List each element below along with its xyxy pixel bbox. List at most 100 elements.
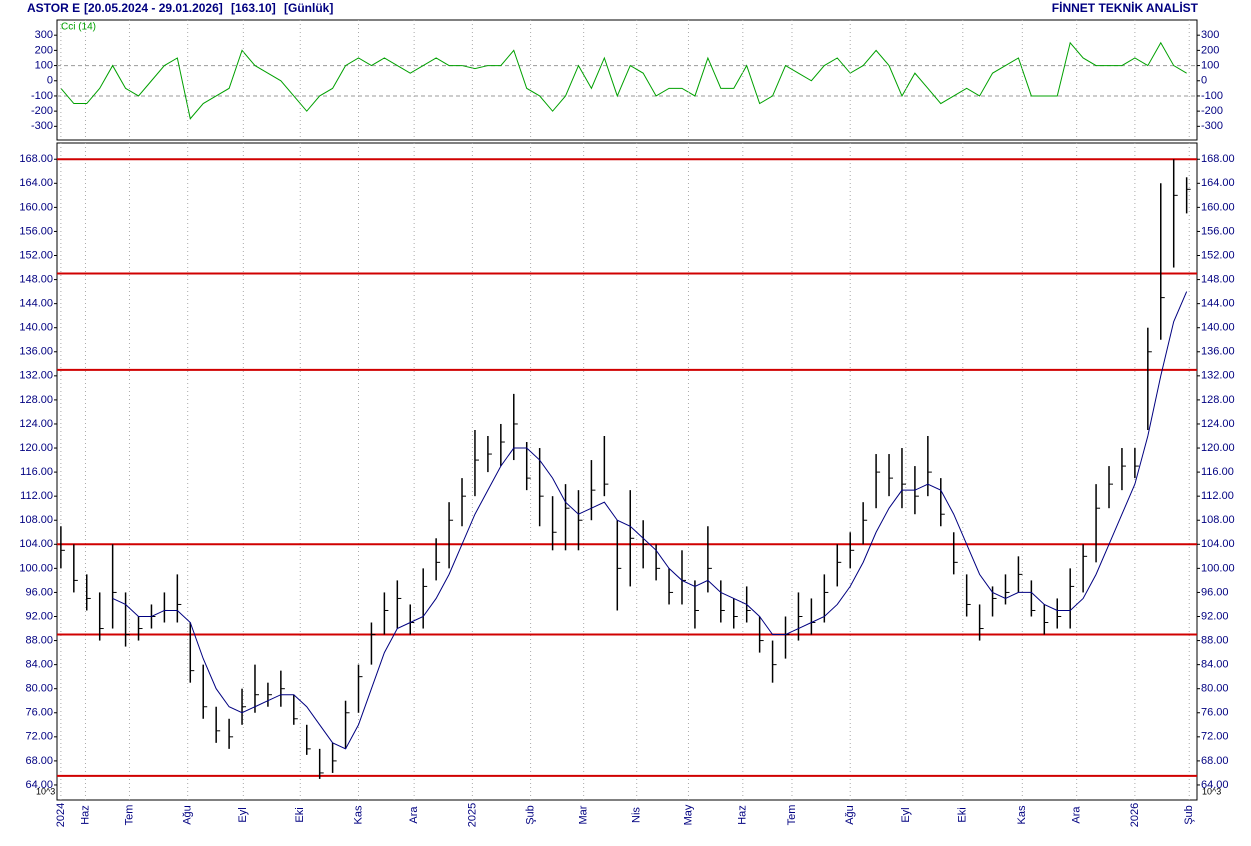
y-tick-label: 64.00 (25, 779, 53, 791)
y-tick-label: 124.00 (1201, 418, 1235, 430)
y-tick-label: 100.00 (1201, 562, 1235, 574)
price-panel (56, 142, 1198, 801)
x-tick-label: 2025 (466, 803, 478, 827)
x-tick-label: Eki (294, 807, 306, 822)
y-tick-label: 120.00 (19, 442, 53, 454)
y-tick-label: 92.00 (25, 610, 53, 622)
y-tick-label: 300 (1201, 29, 1219, 41)
y-tick-label: 132.00 (1201, 370, 1235, 382)
y-tick-label: -300 (1201, 120, 1223, 132)
y-tick-label: 168.00 (19, 153, 53, 165)
y-tick-label: 300 (35, 29, 53, 41)
y-tick-label: 156.00 (1201, 225, 1235, 237)
y-tick-label: 84.00 (25, 659, 53, 671)
source: FİNNET TEKNİK ANALİST (1052, 0, 1199, 15)
y-tick-label: 104.00 (1201, 538, 1235, 550)
y-tick-label: 88.00 (1201, 634, 1229, 646)
x-tick-label: May (682, 804, 694, 825)
y-tick-label: 112.00 (1201, 490, 1234, 502)
y-tick-label: 96.00 (1201, 586, 1229, 598)
cci-line (60, 41, 1187, 120)
y-tick-label: 148.00 (19, 273, 53, 285)
x-tick-label: Ağu (182, 805, 194, 825)
y-tick-label: 108.00 (1201, 514, 1235, 526)
y-tick-label: 160.00 (1201, 201, 1235, 213)
y-tick-label: 68.00 (1201, 755, 1229, 767)
x-tick-label: Mar (578, 805, 590, 824)
y-tick-label: 168.00 (1201, 153, 1235, 165)
y-tick-label: 76.00 (25, 707, 53, 719)
y-tick-label: 136.00 (1201, 346, 1235, 358)
x-tick-label: Tem (123, 805, 135, 826)
y-tick-label: 148.00 (1201, 273, 1235, 285)
y-tick-label: 0 (1201, 75, 1207, 87)
scale-note: 10^3 (1202, 786, 1221, 796)
x-tick-label: Şub (1183, 805, 1195, 825)
x-tick-label: Kas (352, 805, 364, 824)
y-tick-label: 80.00 (1201, 683, 1229, 695)
y-tick-label: 140.00 (1201, 322, 1235, 334)
y-tick-label: 164.00 (1201, 177, 1235, 189)
y-tick-label: -300 (31, 120, 53, 132)
x-tick-label: Ağu (844, 805, 856, 825)
y-tick-label: 128.00 (1201, 394, 1235, 406)
x-tick-label: Eyl (900, 807, 912, 822)
y-tick-label: 152.00 (1201, 249, 1235, 261)
y-tick-label: 72.00 (25, 731, 53, 743)
x-tick-label: Haz (79, 805, 91, 825)
y-tick-label: 64.00 (1201, 779, 1229, 791)
y-tick-label: 108.00 (19, 514, 53, 526)
y-tick-label: 76.00 (1201, 707, 1229, 719)
title: ASTOR E (27, 1, 80, 15)
y-tick-label: 0 (47, 75, 53, 87)
y-tick-label: 68.00 (25, 755, 53, 767)
last-price: [163.10] (231, 1, 276, 15)
y-tick-label: 152.00 (19, 249, 53, 261)
y-tick-label: 144.00 (19, 298, 53, 310)
cci-label: Cci (14) (61, 22, 96, 33)
x-tick-label: Eyl (237, 807, 249, 822)
x-tick-label: Haz (737, 805, 749, 825)
x-tick-label: Nis (631, 807, 643, 823)
y-tick-label: -200 (31, 105, 53, 117)
y-tick-label: 156.00 (19, 225, 53, 237)
y-tick-label: 88.00 (25, 634, 53, 646)
y-tick-label: 120.00 (1201, 442, 1235, 454)
period: [20.05.2024 - 29.01.2026] (84, 1, 223, 15)
y-tick-label: 100.00 (19, 562, 53, 574)
moving-average (112, 291, 1188, 750)
y-tick-label: 96.00 (25, 586, 53, 598)
y-tick-label: 164.00 (19, 177, 53, 189)
y-tick-label: 72.00 (1201, 731, 1229, 743)
y-tick-label: 112.00 (20, 490, 53, 502)
y-tick-label: 92.00 (1201, 610, 1229, 622)
x-tick-label: 2024 (55, 803, 67, 827)
y-tick-label: 200 (1201, 44, 1219, 56)
y-tick-label: 160.00 (19, 201, 53, 213)
x-tick-label: Eki (957, 807, 969, 822)
y-tick-label: 132.00 (19, 370, 53, 382)
x-tick-label: Şub (525, 805, 537, 825)
x-tick-label: 2026 (1129, 803, 1141, 827)
y-tick-label: 136.00 (19, 346, 53, 358)
y-tick-label: 200 (35, 44, 53, 56)
y-tick-label: -100 (31, 90, 53, 102)
y-tick-label: 124.00 (19, 418, 53, 430)
y-tick-label: -100 (1201, 90, 1223, 102)
x-tick-label: Tem (786, 805, 798, 826)
x-tick-label: Ara (408, 806, 420, 824)
y-tick-label: 144.00 (1201, 298, 1235, 310)
y-tick-label: 80.00 (25, 683, 53, 695)
y-tick-label: 100 (35, 59, 53, 71)
y-tick-label: 116.00 (20, 466, 53, 478)
y-tick-label: 104.00 (19, 538, 53, 550)
y-tick-label: 100 (1201, 59, 1219, 71)
y-tick-label: 140.00 (19, 322, 53, 334)
y-tick-label: 128.00 (19, 394, 53, 406)
y-tick-label: 116.00 (1201, 466, 1234, 478)
y-tick-label: -200 (1201, 105, 1223, 117)
x-tick-label: Kas (1016, 805, 1028, 824)
interval: [Günlük] (284, 1, 333, 15)
